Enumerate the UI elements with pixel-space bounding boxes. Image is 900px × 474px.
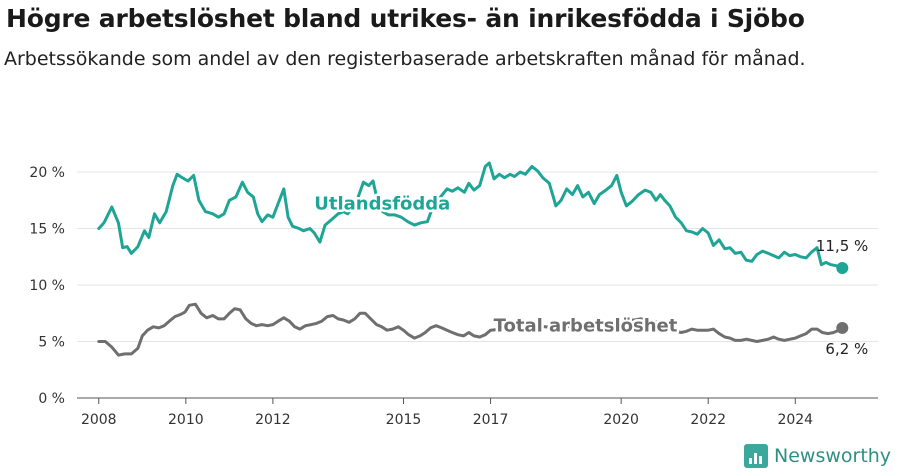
y-tick-label: 15 % [29, 222, 65, 238]
x-tick-label: 2020 [603, 412, 639, 428]
x-tick-label: 2017 [473, 412, 509, 428]
brand-logo: Newsworthy [744, 442, 891, 470]
chart-title: Högre arbetslöshet bland utrikes- än inr… [6, 4, 805, 33]
x-tick-label: 2008 [81, 412, 117, 428]
series-label-utlandsfodda: Utlandsfödda [314, 193, 450, 214]
x-tick-label: 2024 [777, 412, 813, 428]
y-tick-label: 20 % [29, 165, 65, 181]
brand-name: Newsworthy [774, 445, 892, 467]
y-tick-label: 10 % [29, 278, 65, 294]
y-tick-label: 5 % [38, 335, 65, 351]
series-label-total: Total arbetslöshet [494, 315, 678, 336]
bar-chart-logo-icon [744, 444, 768, 468]
series-line-utlandsfodda [97, 161, 844, 270]
end-value-label: 6,2 % [825, 340, 868, 358]
x-tick-label: 2012 [255, 412, 291, 428]
x-tick-label: 2022 [690, 412, 726, 428]
x-tick-label: 2010 [168, 412, 204, 428]
x-tick-label: 2015 [386, 412, 422, 428]
end-value-label: 11,5 % [816, 237, 868, 255]
end-point-marker [836, 321, 849, 334]
end-point-marker [836, 262, 849, 275]
y-tick-label: 0 % [38, 391, 65, 407]
chart-subtitle: Arbetssökande som andel av den registerb… [4, 48, 806, 70]
series-line-total [97, 302, 844, 357]
